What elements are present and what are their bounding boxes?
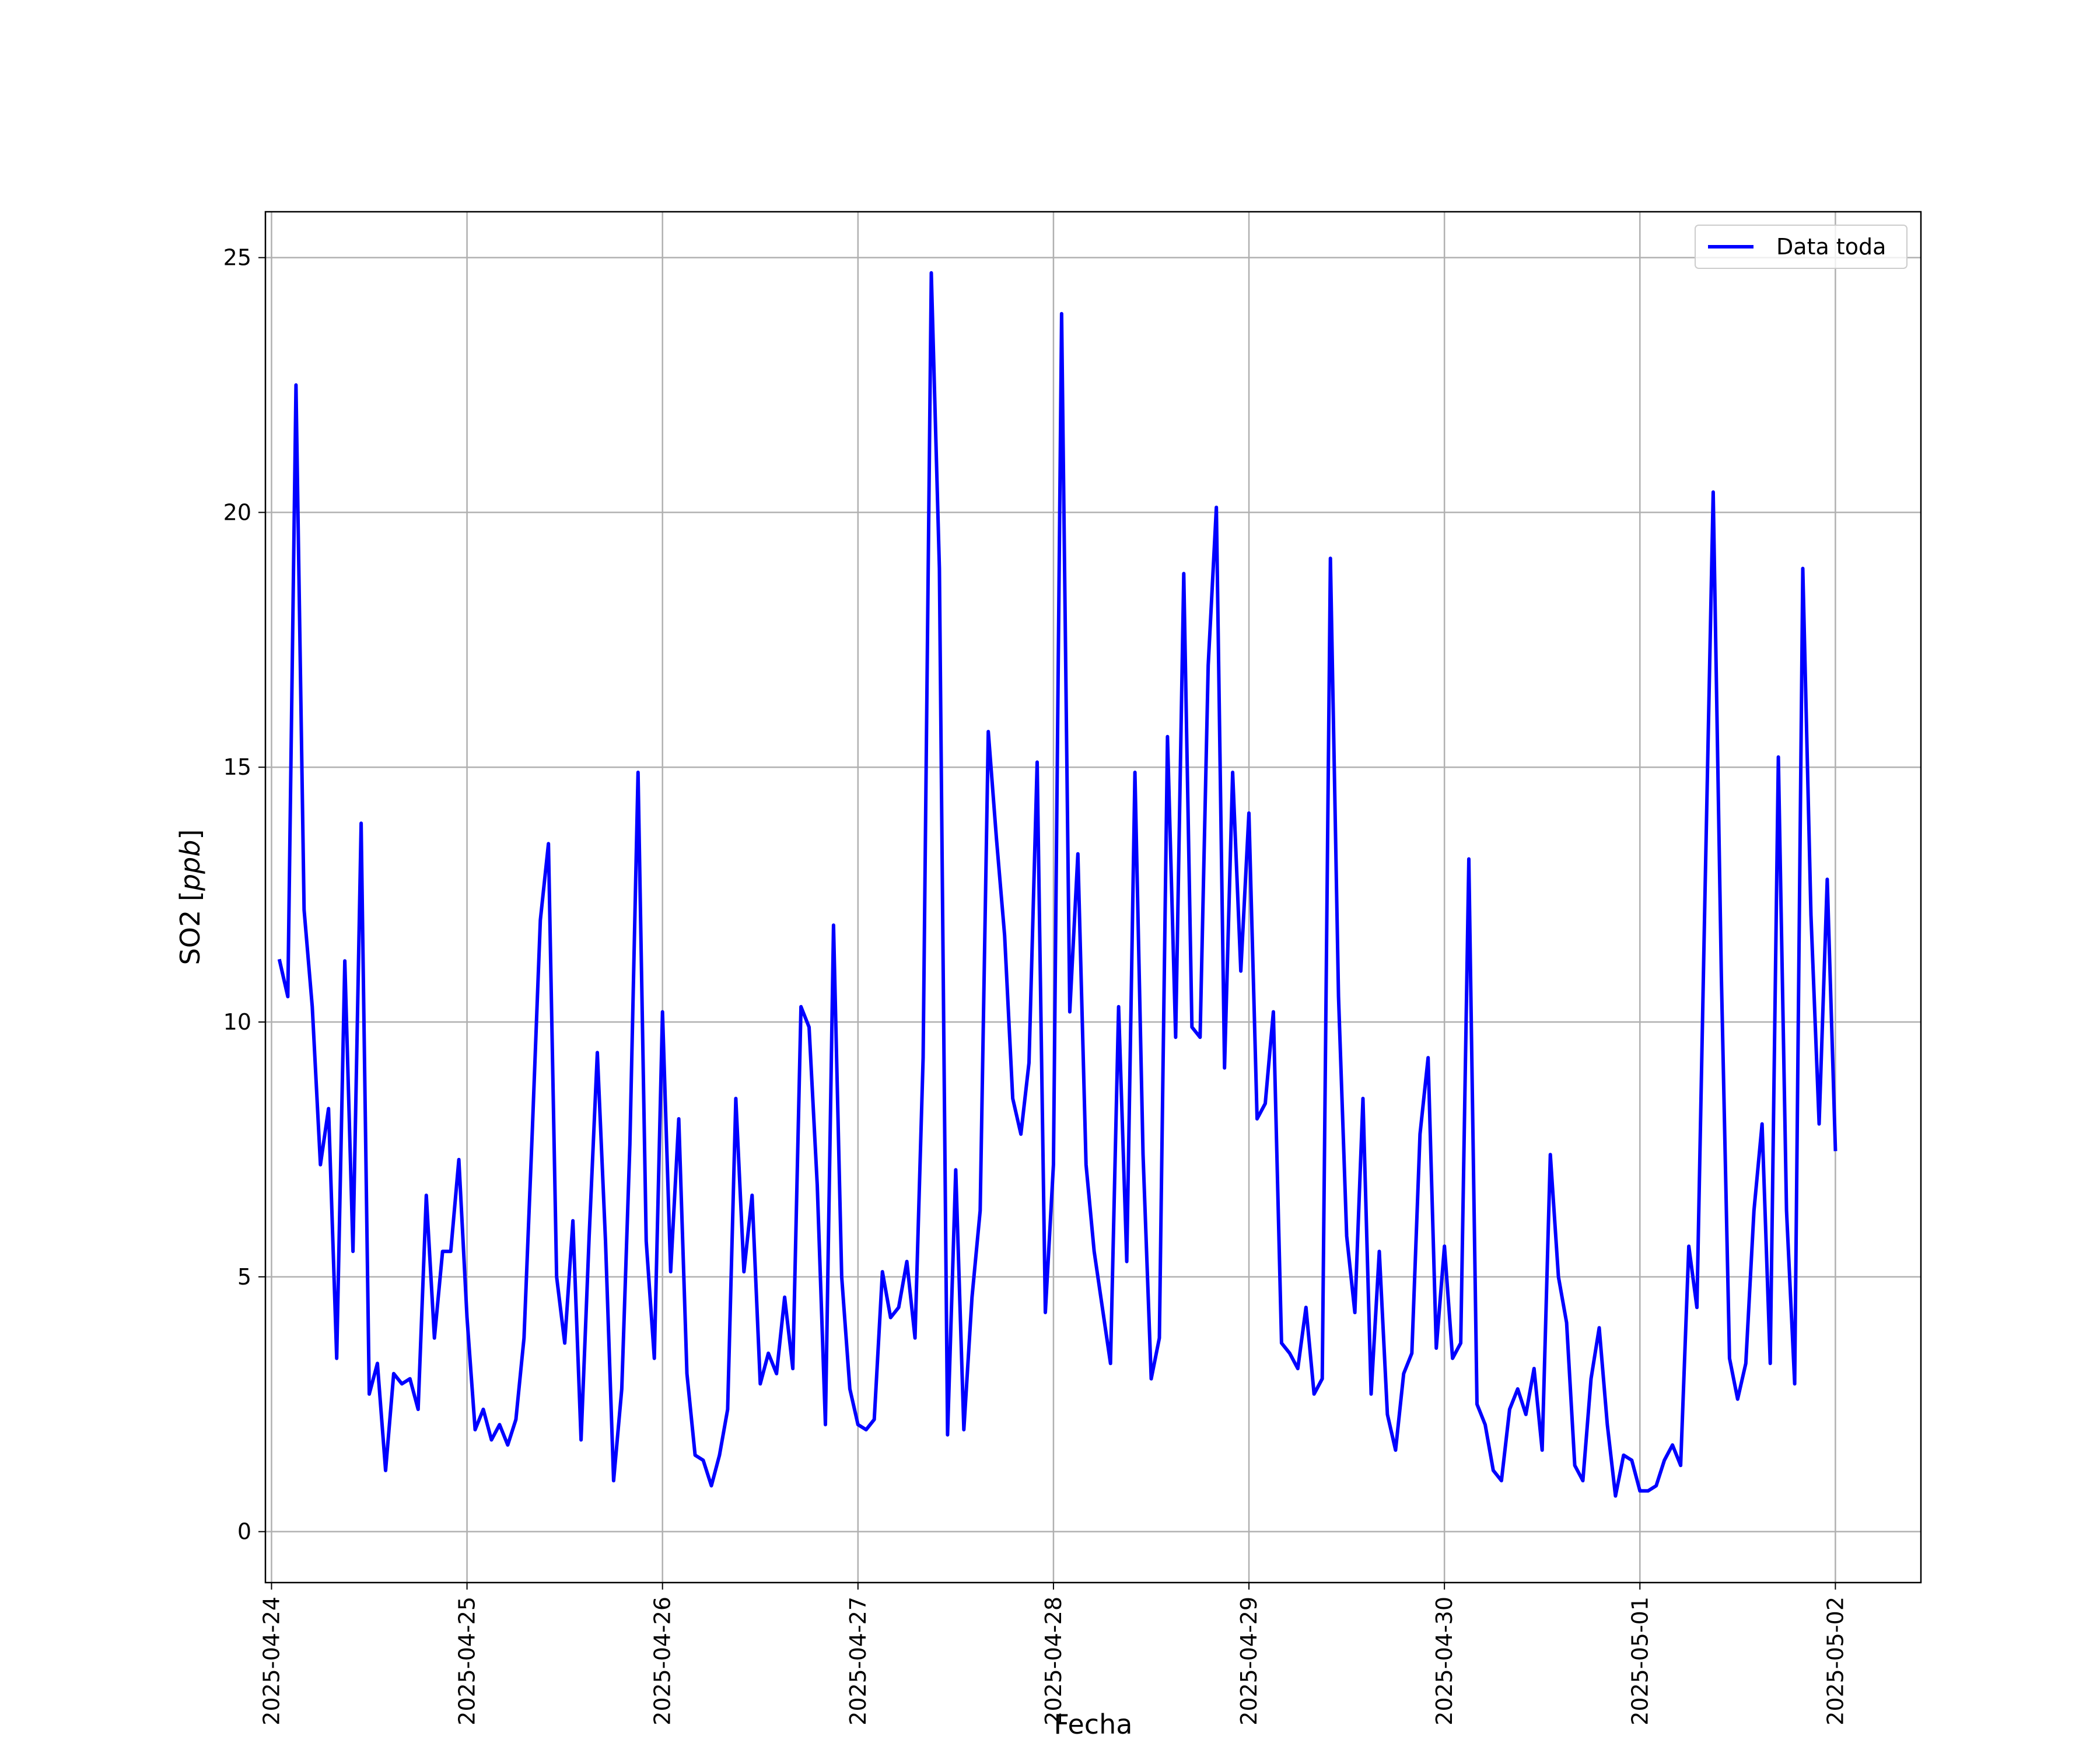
y-axis-label: SO2 [ppb] bbox=[174, 830, 206, 965]
grid-lines bbox=[265, 212, 1921, 1583]
x-tick-label: 2025-04-30 bbox=[1432, 1597, 1457, 1726]
y-tick-label: 0 bbox=[237, 1519, 251, 1545]
y-axis-label-unit: ppb bbox=[174, 840, 206, 892]
series-line-0 bbox=[277, 271, 1838, 1498]
x-tick-label: 2025-04-27 bbox=[845, 1597, 871, 1726]
legend-label: Data toda bbox=[1776, 234, 1886, 260]
x-tick-label: 2025-05-01 bbox=[1627, 1597, 1653, 1726]
x-axis-label: Fecha bbox=[1054, 1709, 1133, 1740]
y-tick-label: 10 bbox=[223, 1009, 251, 1035]
y-axis-label-text: SO2 [ bbox=[174, 891, 206, 965]
plot-frame bbox=[264, 211, 1922, 1584]
y-tick-label: 25 bbox=[223, 245, 251, 271]
x-tick-label: 2025-04-28 bbox=[1041, 1597, 1066, 1726]
x-tick-label: 2025-05-02 bbox=[1822, 1597, 1848, 1726]
x-tick-label: 2025-04-26 bbox=[650, 1597, 676, 1726]
series-layer bbox=[277, 271, 1838, 1498]
y-tick-label: 5 bbox=[237, 1264, 251, 1290]
y-axis-label-close: ] bbox=[174, 830, 206, 840]
y-tick-label: 15 bbox=[223, 754, 251, 780]
x-axis-ticks: 2025-04-24 2025-04-25 2025-04-26 2025-04-27… bbox=[258, 1583, 1848, 1726]
x-tick-label: 2025-04-29 bbox=[1236, 1597, 1262, 1726]
x-tick-label: 2025-04-25 bbox=[454, 1597, 480, 1726]
x-tick-label: 2025-04-24 bbox=[258, 1597, 284, 1726]
y-tick-label: 20 bbox=[223, 499, 251, 525]
y-axis-ticks: 0 5 10 15 20 25 bbox=[223, 245, 265, 1545]
legend-box bbox=[1695, 225, 1908, 269]
legend: Data toda bbox=[1695, 225, 1908, 269]
